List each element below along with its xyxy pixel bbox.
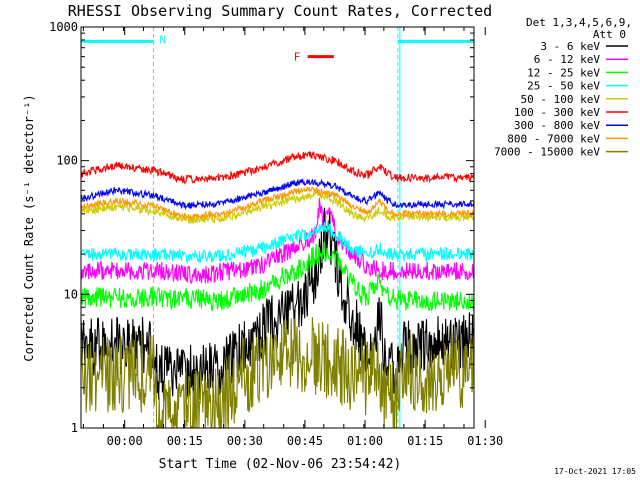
flag-label-2: F — [294, 51, 301, 64]
y-axis-label: Corrected Count Rate (s⁻¹ detector⁻¹) — [22, 94, 36, 361]
x-tick-label: 00:15 — [167, 434, 203, 448]
legend-header-line-1: Det 1,3,4,5,6,9, — [526, 16, 632, 29]
y-tick-label: 10 — [64, 287, 78, 301]
legend-label: 7000 - 15000 keV — [494, 146, 600, 159]
series-line-1 — [80, 207, 475, 402]
flag-bars: NF — [81, 33, 474, 64]
legend-label: 25 - 50 keV — [527, 80, 600, 93]
series-line-9 — [80, 317, 475, 429]
legend-label: 50 - 100 keV — [521, 93, 601, 106]
y-tick-label: 1000 — [49, 20, 78, 34]
x-tick-label: 01:30 — [467, 434, 503, 448]
legend-header-line-2: Att 0 — [593, 28, 626, 41]
x-tick-label: 00:00 — [107, 434, 143, 448]
series-line-4 — [80, 220, 475, 264]
x-tick-label: 00:30 — [227, 434, 263, 448]
legend-label: 12 - 25 keV — [527, 66, 600, 79]
legend-label: 800 - 7000 keV — [507, 132, 600, 145]
axes: 00:00 00:15 00:30 00:45 01:00 01:15 01:30 1 10 10… — [49, 20, 503, 448]
y-tick-label: 100 — [56, 154, 78, 168]
y-tick-label: 1 — [71, 421, 78, 435]
legend-label: 6 - 12 keV — [534, 53, 601, 66]
flag-label-1: N — [160, 33, 167, 46]
series-line-3 — [80, 241, 475, 312]
legend-label: 100 - 300 keV — [514, 106, 600, 119]
x-tick-label: 00:45 — [287, 434, 323, 448]
plot-frame — [80, 26, 475, 429]
legend-label: 3 - 6 keV — [540, 40, 600, 53]
timestamp: 17-Oct-2021 17:05 — [554, 467, 636, 476]
x-axis-label: Start Time (02-Nov-06 23:54:42) — [159, 457, 402, 472]
legend-label: 300 - 800 keV — [514, 119, 600, 132]
series-line-7 — [80, 177, 475, 211]
series-line-6 — [80, 150, 475, 185]
x-tick-label: 01:00 — [347, 434, 383, 448]
series-line-2 — [80, 197, 475, 284]
chart-title: RHESSI Observing Summary Count Rates, Co… — [68, 2, 492, 20]
x-tick-label: 01:15 — [407, 434, 443, 448]
data-series — [80, 150, 475, 429]
series-line-8 — [80, 186, 475, 221]
